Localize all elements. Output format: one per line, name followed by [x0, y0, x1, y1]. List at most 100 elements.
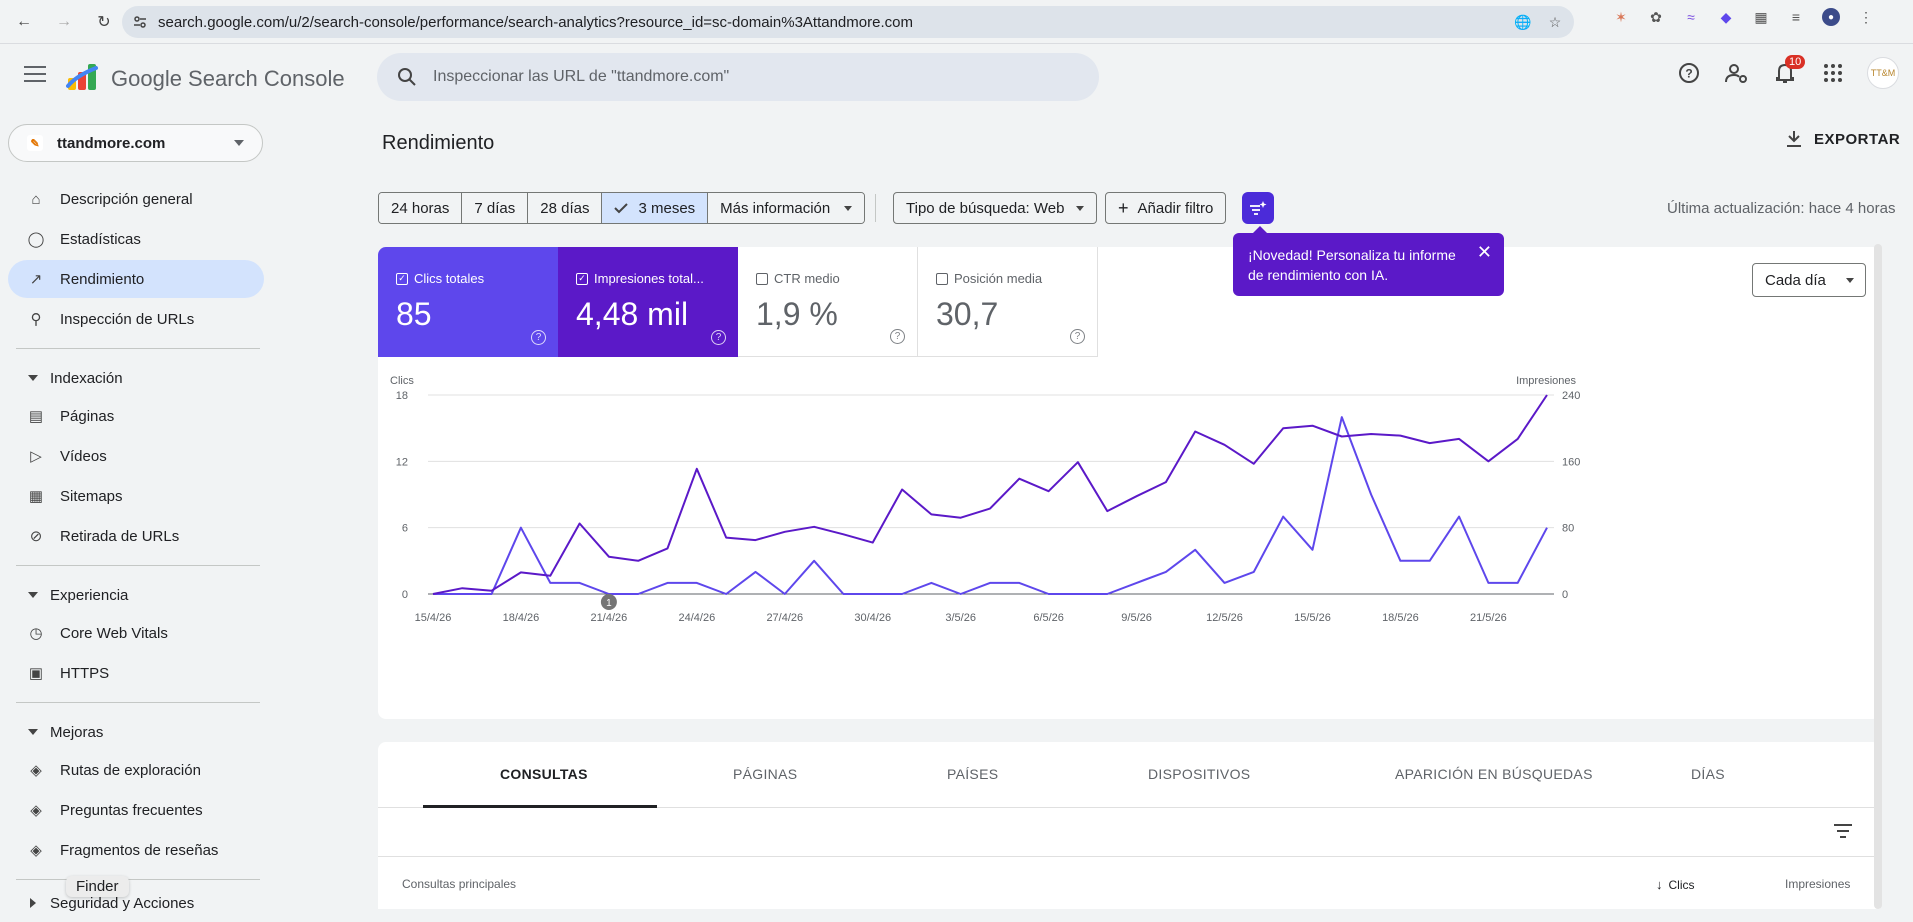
reload-icon[interactable]: ↻ — [97, 13, 111, 31]
puzzle-extensions-icon[interactable]: ▦ — [1754, 8, 1768, 25]
tag-extension-icon[interactable]: ◆ — [1720, 8, 1732, 25]
chevron-down-icon — [1076, 205, 1085, 211]
reading-list-icon[interactable]: ≡ — [1791, 9, 1801, 25]
sidebar-item-label: Descripción general — [60, 190, 193, 208]
apps-grid-icon[interactable] — [1819, 59, 1847, 87]
account-avatar[interactable]: TT&M — [1867, 57, 1899, 89]
checkbox-unchecked-icon[interactable] — [756, 272, 768, 285]
section-enhancements[interactable]: Mejoras — [8, 713, 264, 751]
column-header-clicks[interactable]: ↓ Clics — [1656, 877, 1695, 892]
add-filter-label: Añadir filtro — [1137, 199, 1214, 217]
x-tick-label: 12/5/26 — [1206, 612, 1243, 624]
tooltip-text: ¡Novedad! Personaliza tu informe de rend… — [1248, 247, 1456, 283]
range-3m-button[interactable]: 3 meses — [602, 193, 709, 223]
translate-icon[interactable]: 🌐 — [1514, 13, 1532, 30]
sidebar-item-faq[interactable]: ◈ Preguntas frecuentes — [8, 791, 264, 829]
sidebar-item-pages[interactable]: ▤ Páginas — [8, 397, 264, 435]
help-icon[interactable]: ? — [1675, 59, 1703, 87]
divider — [875, 194, 876, 222]
claude-extension-icon[interactable]: ✶ — [1615, 8, 1627, 25]
ai-customize-button[interactable] — [1242, 192, 1274, 224]
more-info-label: Más información — [720, 199, 831, 217]
more-info-dropdown[interactable]: Más información — [708, 193, 865, 223]
sidebar-item-removals[interactable]: ⊘ Retirada de URLs — [8, 517, 264, 555]
sidebar-item-label: Estadísticas — [60, 230, 141, 248]
checkbox-checked-icon[interactable]: ✓ — [396, 272, 408, 285]
sidebar-item-sitemaps[interactable]: ▦ Sitemaps — [8, 477, 264, 515]
forward-icon[interactable]: → — [56, 12, 72, 30]
range-7d-button[interactable]: 7 días — [462, 193, 529, 223]
sidebar-item-breadcrumbs[interactable]: ◈ Rutas de exploración — [8, 751, 264, 789]
openai-extension-icon[interactable]: ✿ — [1650, 8, 1662, 25]
sidebar-item-review-snippets[interactable]: ◈ Fragmentos de reseñas — [8, 831, 264, 869]
x-tick-label: 15/4/26 — [415, 612, 452, 624]
checkbox-unchecked-icon[interactable] — [936, 272, 948, 285]
section-indexing[interactable]: Indexación — [8, 359, 264, 397]
add-filter-button[interactable]: + Añadir filtro — [1105, 192, 1227, 224]
tab-queries[interactable]: CONSULTAS — [500, 766, 588, 782]
range-28d-button[interactable]: 28 días — [528, 193, 603, 223]
scrollbar[interactable] — [1874, 244, 1882, 909]
help-icon[interactable]: ? — [711, 330, 726, 345]
sidebar-item-label: HTTPS — [60, 664, 110, 682]
metric-value: 85 — [396, 296, 432, 332]
site-info-icon[interactable] — [132, 14, 148, 30]
browser-menu-icon[interactable]: ⋮ — [1859, 8, 1873, 25]
address-bar[interactable]: search.google.com/u/2/search-console/per… — [122, 6, 1574, 38]
metric-average-position[interactable]: Posición media 30,7 ? — [918, 247, 1098, 357]
url-inspection-search[interactable] — [377, 53, 1099, 101]
granularity-dropdown[interactable]: Cada día — [1752, 263, 1866, 297]
chevron-down-icon — [1845, 277, 1854, 283]
sidebar-item-insights[interactable]: ◯ Estadísticas — [8, 220, 264, 258]
back-icon[interactable]: ← — [16, 12, 32, 30]
section-security[interactable]: Seguridad y Acciones — [8, 884, 264, 922]
tab-days[interactable]: DÍAS — [1691, 766, 1725, 782]
metric-total-clicks[interactable]: ✓ Clics totales 85 ? — [378, 247, 558, 357]
help-icon[interactable]: ? — [1070, 329, 1085, 344]
menu-icon[interactable] — [24, 66, 46, 84]
browser-toolbar: ← → ↻ search.google.com/u/2/search-conso… — [0, 0, 1913, 44]
search-type-filter[interactable]: Tipo de búsqueda: Web — [893, 192, 1098, 224]
range-24h-button[interactable]: 24 horas — [379, 193, 463, 223]
search-type-label: Tipo de búsqueda: Web — [906, 199, 1065, 217]
table-header: Consultas principales ↓ Clics Impresiones — [378, 856, 1880, 909]
user-settings-icon[interactable] — [1723, 59, 1751, 87]
check-icon — [614, 203, 629, 214]
tab-search-appearance[interactable]: APARICIÓN EN BÚSQUEDAS — [1395, 766, 1593, 782]
url-inspection-input[interactable] — [433, 65, 1053, 89]
sidebar-item-videos[interactable]: ▷ Vídeos — [8, 437, 264, 475]
section-collapse-icon — [28, 375, 38, 381]
wave-extension-icon[interactable]: ≈ — [1687, 9, 1695, 25]
sidebar: ✎ ttandmore.com ⌂ Descripción general ◯ … — [0, 112, 264, 912]
property-selector[interactable]: ✎ ttandmore.com — [8, 124, 263, 162]
tab-pages[interactable]: PÁGINAS — [733, 766, 798, 782]
profile-icon[interactable]: ● — [1822, 8, 1840, 26]
sidebar-item-https[interactable]: ▣ HTTPS — [8, 654, 264, 692]
x-tick-label: 21/5/26 — [1470, 612, 1507, 624]
metric-label: Clics totales — [414, 271, 485, 286]
section-collapse-icon — [30, 898, 36, 908]
column-header-impressions[interactable]: Impresiones — [1785, 877, 1851, 891]
bookmark-star-icon[interactable]: ☆ — [1548, 13, 1562, 30]
metric-total-impressions[interactable]: ✓ Impresiones total... 4,48 mil ? — [558, 247, 738, 357]
sidebar-item-overview[interactable]: ⌂ Descripción general — [8, 180, 264, 218]
tab-countries[interactable]: PAÍSES — [947, 766, 999, 782]
checkbox-checked-icon[interactable]: ✓ — [576, 272, 588, 285]
metric-average-ctr[interactable]: CTR medio 1,9 % ? — [738, 247, 918, 357]
divider — [16, 348, 260, 349]
column-header-queries[interactable]: Consultas principales — [402, 877, 517, 891]
section-experience[interactable]: Experiencia — [8, 576, 264, 614]
pages-icon: ▤ — [28, 408, 44, 425]
close-icon[interactable]: ✕ — [1476, 242, 1492, 262]
filter-rows-icon[interactable] — [1834, 824, 1852, 838]
notifications-bell-icon[interactable]: 10 — [1771, 55, 1806, 87]
section-title: Seguridad y Acciones — [50, 894, 195, 912]
sidebar-item-performance[interactable]: ↗ Rendimiento — [8, 260, 264, 298]
sidebar-item-url-inspection[interactable]: ⚲ Inspección de URLs — [8, 300, 264, 338]
tab-devices[interactable]: DISPOSITIVOS — [1148, 766, 1251, 782]
left-tick-label: 12 — [396, 456, 408, 468]
help-icon[interactable]: ? — [890, 329, 905, 344]
sidebar-item-core-web-vitals[interactable]: ◷ Core Web Vitals — [8, 614, 264, 652]
export-button[interactable]: EXPORTAR — [1786, 130, 1900, 148]
help-icon[interactable]: ? — [531, 330, 546, 345]
